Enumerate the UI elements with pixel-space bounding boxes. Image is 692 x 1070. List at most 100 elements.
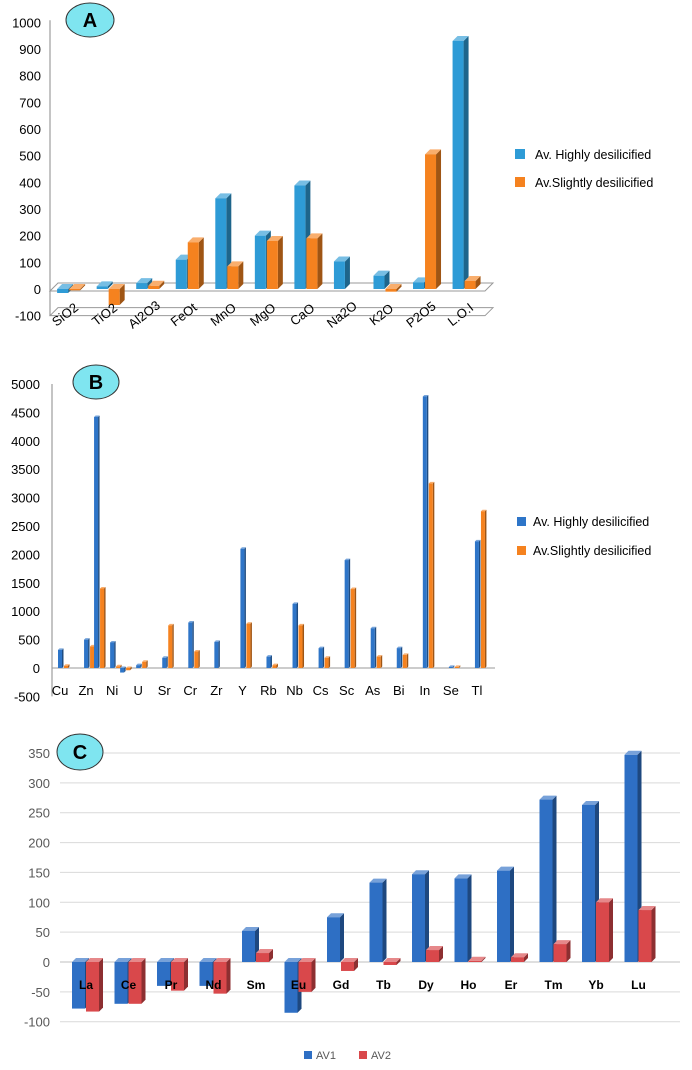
bar-side bbox=[270, 655, 272, 668]
bar-top bbox=[373, 270, 390, 276]
bar-av2 bbox=[171, 958, 188, 991]
bar-front bbox=[596, 902, 609, 962]
bar-top bbox=[511, 953, 528, 958]
bar-front bbox=[553, 944, 567, 962]
panel-b-label: B bbox=[89, 372, 103, 394]
bar-avslightlydesilicified bbox=[464, 275, 481, 289]
bar-top bbox=[116, 664, 122, 667]
x-tick-label: MgO bbox=[247, 300, 278, 329]
bar-b-0 bbox=[474, 539, 481, 668]
x-tick-label: Ce bbox=[121, 978, 137, 992]
bar-b-1 bbox=[246, 622, 252, 668]
bar-top bbox=[214, 640, 220, 642]
y-tick-label: 500 bbox=[18, 633, 40, 648]
x-tick-label: Er bbox=[505, 978, 518, 992]
bar-side bbox=[651, 906, 656, 962]
bar-side bbox=[348, 558, 351, 668]
bar-side bbox=[277, 235, 283, 289]
bar-front bbox=[108, 289, 120, 306]
y-tick-label: 900 bbox=[19, 42, 41, 57]
bar-avslightlydesilicified bbox=[227, 261, 244, 289]
bar-top bbox=[64, 664, 70, 666]
bar-b-0 bbox=[58, 648, 64, 668]
bar-top bbox=[148, 280, 165, 286]
bar-b-0 bbox=[448, 665, 455, 668]
x-tick-label: Eu bbox=[291, 978, 306, 992]
bar-top bbox=[370, 626, 377, 629]
bar-front bbox=[638, 910, 652, 962]
bar-side bbox=[62, 648, 64, 668]
bar-front bbox=[266, 240, 278, 289]
bar-front bbox=[242, 930, 255, 962]
bar-side bbox=[269, 949, 273, 962]
legend-label: Av. Highly desilicified bbox=[535, 148, 651, 162]
bar-top bbox=[318, 646, 325, 649]
bar-avslightlydesilicified bbox=[266, 235, 283, 289]
x-tick-label: Na2O bbox=[324, 298, 360, 331]
bar-top bbox=[553, 940, 571, 945]
bar-front bbox=[90, 646, 95, 668]
x-tick-label: U bbox=[133, 683, 142, 698]
bar-b-0 bbox=[318, 646, 325, 668]
y-tick-label: 1500 bbox=[11, 576, 40, 591]
bar-front bbox=[272, 665, 277, 668]
y-tick-label: 700 bbox=[19, 95, 41, 110]
bar-side bbox=[400, 646, 403, 668]
bar-front bbox=[294, 185, 306, 289]
bar-av2 bbox=[213, 958, 231, 994]
bar-top bbox=[188, 621, 194, 623]
x-tick-label: Ni bbox=[106, 683, 118, 698]
bar-side bbox=[552, 795, 557, 962]
bar-front bbox=[175, 259, 187, 289]
bar-side bbox=[104, 586, 106, 668]
bar-b-1 bbox=[168, 623, 174, 668]
x-tick-label: La bbox=[79, 978, 93, 992]
y-tick-label: 300 bbox=[28, 776, 50, 791]
bar-top bbox=[157, 958, 174, 962]
bar-front bbox=[385, 289, 397, 292]
x-tick-label: Nd bbox=[206, 978, 222, 992]
bar-side bbox=[510, 866, 514, 962]
bar-side bbox=[184, 958, 188, 991]
bar-top bbox=[497, 866, 514, 871]
bar-top bbox=[171, 958, 188, 962]
bar-side bbox=[463, 35, 469, 290]
x-tick-label: As bbox=[365, 683, 381, 698]
bar-side bbox=[396, 958, 401, 965]
bar-front bbox=[582, 804, 595, 962]
bar-top bbox=[187, 237, 204, 243]
bar-top bbox=[369, 878, 387, 883]
bar-front bbox=[428, 483, 433, 668]
bar-b-1 bbox=[428, 481, 435, 668]
bar-side bbox=[119, 284, 125, 306]
bar-top bbox=[422, 394, 429, 397]
bar-side bbox=[130, 666, 132, 671]
bar-top bbox=[114, 958, 132, 962]
bar-side bbox=[481, 956, 486, 962]
x-tick-label: Sc bbox=[339, 683, 355, 698]
bar-av2 bbox=[383, 958, 401, 965]
bar-av2 bbox=[596, 898, 613, 962]
bar-side bbox=[384, 270, 390, 289]
bar-side bbox=[354, 958, 358, 971]
bar-b-0 bbox=[370, 626, 377, 668]
bar-side bbox=[467, 874, 472, 962]
y-tick-label: 250 bbox=[28, 806, 50, 821]
bar-side bbox=[68, 664, 70, 668]
bar-front bbox=[292, 603, 297, 668]
y-tick-label: -100 bbox=[15, 309, 41, 324]
bar-b-0 bbox=[136, 663, 142, 668]
bar-front bbox=[199, 962, 213, 986]
bar-front bbox=[136, 283, 148, 289]
bar-front bbox=[114, 962, 128, 1004]
bar-top bbox=[213, 958, 231, 962]
bar-side bbox=[88, 638, 90, 668]
bar-side bbox=[198, 237, 204, 289]
bar-front bbox=[126, 668, 131, 671]
y-tick-label: 2500 bbox=[11, 519, 40, 534]
bar-top bbox=[402, 653, 409, 655]
bar-top bbox=[94, 415, 100, 417]
bar-av2 bbox=[638, 906, 656, 962]
bar-side bbox=[322, 646, 325, 668]
bar-front bbox=[373, 275, 385, 289]
